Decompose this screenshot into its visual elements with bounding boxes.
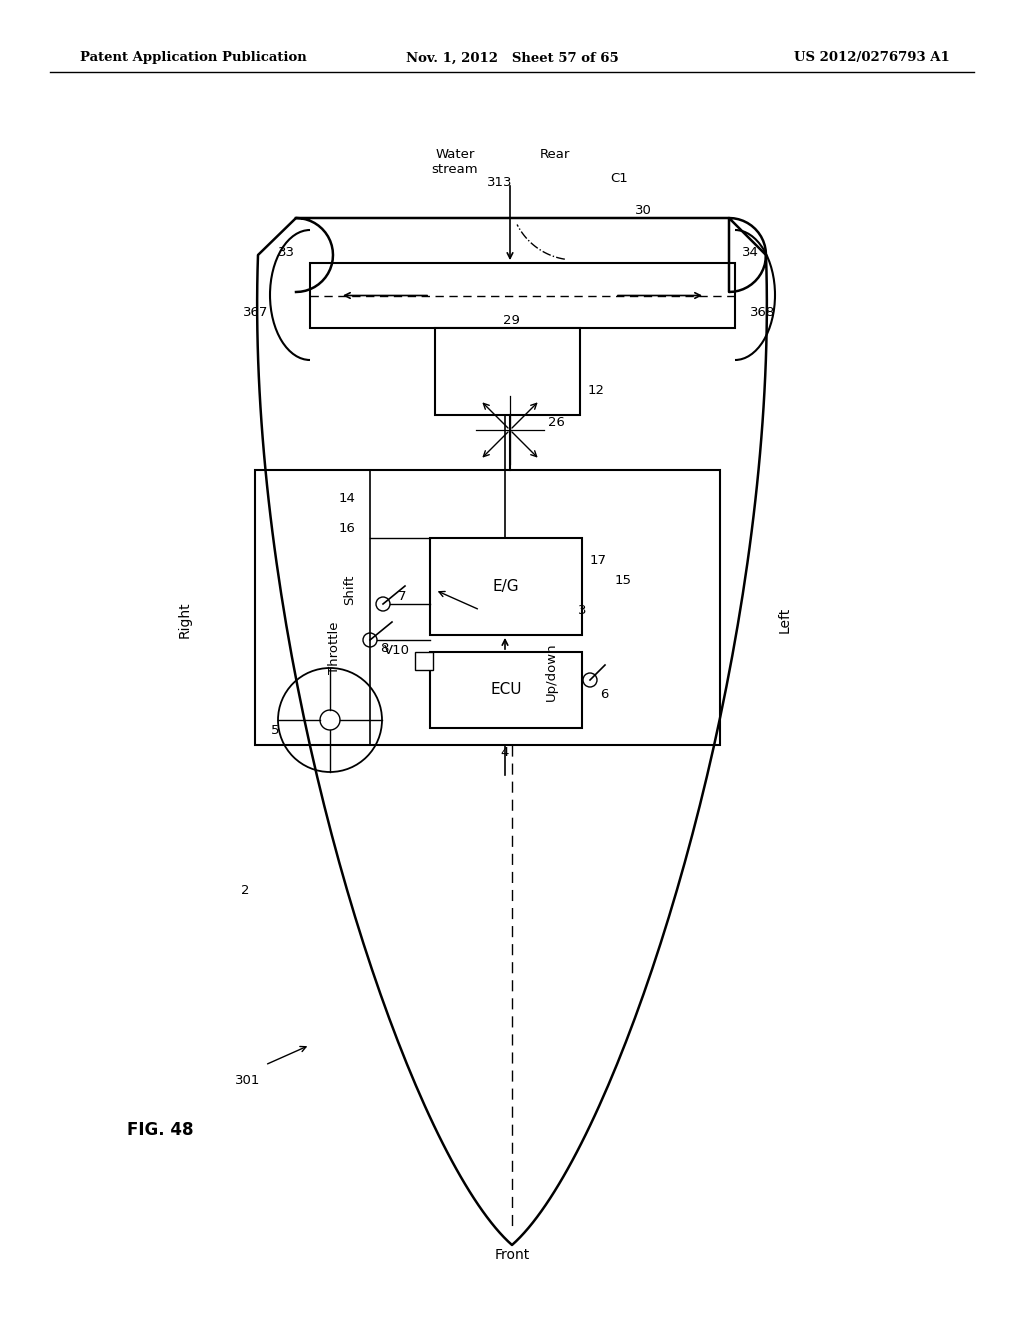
Text: C1: C1 [610,172,628,185]
Text: 12: 12 [588,384,605,396]
Text: 34: 34 [742,247,759,260]
Bar [310,263,735,327]
Text: 313: 313 [487,176,512,189]
Text: ECU: ECU [490,682,522,697]
Text: 7: 7 [398,590,407,602]
Text: Water
stream: Water stream [432,148,478,176]
Bar [415,652,433,671]
Text: 8: 8 [380,642,388,655]
Bar [430,539,582,635]
Text: 15: 15 [615,573,632,586]
Text: 3: 3 [578,603,587,616]
Text: US 2012/0276793 A1: US 2012/0276793 A1 [795,51,950,65]
Text: Up/down: Up/down [545,643,558,701]
Text: V10: V10 [384,644,410,656]
Text: 14: 14 [338,491,355,504]
Text: 16: 16 [338,521,355,535]
Text: 4: 4 [501,746,509,759]
Text: 33: 33 [278,247,295,260]
Text: 5: 5 [270,723,280,737]
Text: 26: 26 [548,416,565,429]
Text: 368: 368 [750,305,775,318]
Text: 30: 30 [635,203,652,216]
Text: E/G: E/G [493,579,519,594]
Text: Rear: Rear [540,148,570,161]
Text: Right: Right [178,602,193,639]
Text: Left: Left [778,607,792,634]
Bar [430,652,582,729]
Text: Shift: Shift [343,574,356,605]
Text: 367: 367 [243,305,268,318]
Text: Nov. 1, 2012   Sheet 57 of 65: Nov. 1, 2012 Sheet 57 of 65 [406,51,618,65]
Text: Patent Application Publication: Patent Application Publication [80,51,307,65]
Bar [255,470,720,744]
Text: Throttle: Throttle [329,622,341,675]
Text: 17: 17 [590,553,607,566]
Text: 301: 301 [236,1073,261,1086]
Text: 2: 2 [242,883,250,896]
Text: 6: 6 [600,689,608,701]
Text: FIG. 48: FIG. 48 [127,1121,194,1139]
Bar [435,327,580,414]
Text: Front: Front [495,1247,529,1262]
Text: 29: 29 [503,314,520,326]
